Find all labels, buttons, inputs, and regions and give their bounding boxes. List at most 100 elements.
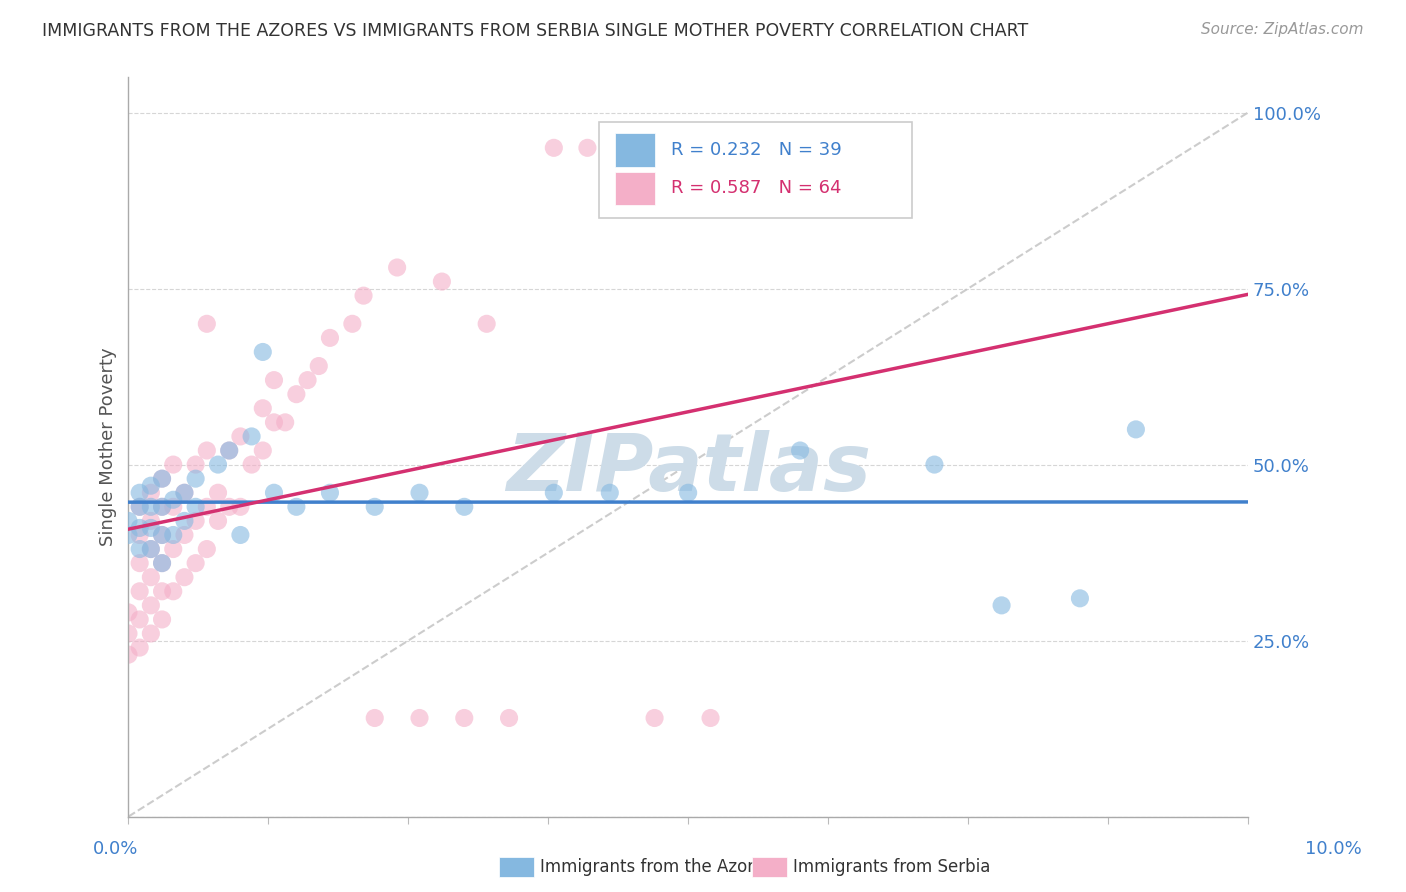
Point [285, 387, 308, 401]
Text: Immigrants from Serbia: Immigrants from Serbia [793, 858, 990, 876]
Point [195, 317, 218, 331]
Point [195, 542, 218, 557]
Text: IMMIGRANTS FROM THE AZORES VS IMMIGRANTS FROM SERBIA SINGLE MOTHER POVERTY CORRE: IMMIGRANTS FROM THE AZORES VS IMMIGRANTS… [42, 22, 1028, 40]
Point [1125, 422, 1147, 436]
Point [599, 485, 621, 500]
Point [150, 584, 173, 599]
Point [274, 415, 297, 429]
Point [150, 528, 173, 542]
Point [498, 711, 520, 725]
Point [150, 500, 173, 514]
Text: R = 0.587   N = 64: R = 0.587 N = 64 [671, 179, 842, 197]
Point [207, 458, 229, 472]
Point [173, 514, 195, 528]
Point [229, 528, 252, 542]
FancyBboxPatch shape [599, 122, 912, 218]
Point [128, 500, 150, 514]
Point [789, 443, 811, 458]
Point [150, 500, 173, 514]
Point [218, 443, 240, 458]
Point [128, 640, 150, 655]
Text: Immigrants from the Azores: Immigrants from the Azores [540, 858, 773, 876]
Point [184, 514, 207, 528]
Point [364, 500, 387, 514]
Point [195, 443, 218, 458]
Point [128, 612, 150, 626]
Point [150, 612, 173, 626]
Point [117, 626, 139, 640]
Text: ZIPatlas: ZIPatlas [506, 430, 870, 508]
Point [162, 584, 184, 599]
Point [353, 288, 375, 302]
Point [576, 141, 599, 155]
Point [263, 373, 285, 387]
Point [162, 542, 184, 557]
Point [240, 458, 263, 472]
Point [285, 500, 308, 514]
Point [128, 521, 150, 535]
Point [139, 485, 162, 500]
Point [150, 556, 173, 570]
Point [173, 485, 195, 500]
Point [117, 528, 139, 542]
Point [139, 542, 162, 557]
Text: Source: ZipAtlas.com: Source: ZipAtlas.com [1201, 22, 1364, 37]
Point [924, 458, 946, 472]
Point [128, 528, 150, 542]
Point [297, 373, 319, 387]
Point [543, 485, 565, 500]
Point [430, 275, 453, 289]
Point [173, 485, 195, 500]
Point [408, 711, 430, 725]
Text: R = 0.232   N = 39: R = 0.232 N = 39 [671, 141, 842, 159]
Point [342, 317, 364, 331]
Point [990, 599, 1012, 613]
Point [218, 500, 240, 514]
Point [543, 141, 565, 155]
Point [139, 521, 162, 535]
Point [453, 500, 475, 514]
Point [263, 485, 285, 500]
Y-axis label: Single Mother Poverty: Single Mother Poverty [100, 348, 117, 546]
Point [240, 429, 263, 443]
Point [252, 443, 274, 458]
Point [128, 584, 150, 599]
Point [162, 500, 184, 514]
Point [117, 514, 139, 528]
Point [229, 500, 252, 514]
Point [207, 514, 229, 528]
Point [150, 528, 173, 542]
Point [252, 345, 274, 359]
Point [218, 443, 240, 458]
Point [364, 711, 387, 725]
Point [139, 570, 162, 584]
Point [263, 415, 285, 429]
Point [676, 485, 699, 500]
Point [173, 570, 195, 584]
Point [195, 500, 218, 514]
Point [184, 500, 207, 514]
Point [184, 556, 207, 570]
Point [229, 429, 252, 443]
Point [128, 556, 150, 570]
Point [128, 542, 150, 557]
Point [184, 458, 207, 472]
Point [475, 317, 498, 331]
Point [139, 479, 162, 493]
Point [162, 492, 184, 507]
Text: 0.0%: 0.0% [93, 840, 138, 858]
Point [150, 472, 173, 486]
Point [150, 556, 173, 570]
Point [207, 485, 229, 500]
FancyBboxPatch shape [616, 171, 655, 205]
Point [699, 711, 721, 725]
Point [385, 260, 408, 275]
Point [139, 599, 162, 613]
Point [117, 606, 139, 620]
Point [319, 485, 342, 500]
Point [139, 514, 162, 528]
Point [308, 359, 330, 373]
FancyBboxPatch shape [616, 133, 655, 167]
Point [128, 485, 150, 500]
Point [408, 485, 430, 500]
